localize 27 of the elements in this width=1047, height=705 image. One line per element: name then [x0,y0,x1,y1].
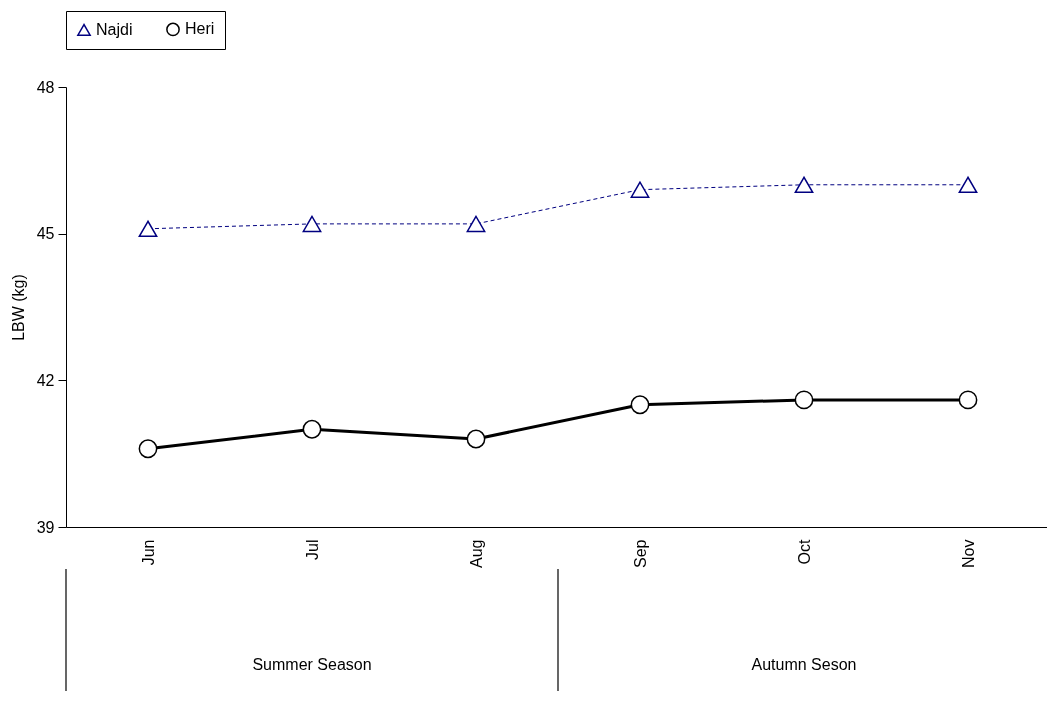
text: Summer Season [252,656,372,673]
point [958,176,978,194]
x-tick-label: Oct [795,538,813,565]
x-tick-label: Sep [631,539,649,568]
y-tick-label: 45 [36,225,55,243]
point [630,395,650,415]
x-tick-label: Nov [959,539,977,568]
point [466,429,486,449]
point [138,220,158,238]
x-tick-label: Aug [467,539,485,568]
point [138,439,158,459]
x-tick-label: Jul [303,539,321,560]
y-tick-label: 42 [36,371,55,389]
point [466,215,486,233]
legend-label: Najdi [96,20,133,38]
y-tick-label: 39 [36,518,55,536]
point [302,419,322,439]
x-tick-label: Jun [139,539,157,566]
point [958,390,978,410]
point [302,215,322,233]
point [630,181,650,198]
point [794,176,814,194]
legend-label: Heri [185,20,215,38]
point [794,390,814,410]
y-axis-title: LBW (kg) [9,274,27,341]
y-tick-label: 48 [36,78,55,96]
text: Autumn Seson [751,656,857,673]
